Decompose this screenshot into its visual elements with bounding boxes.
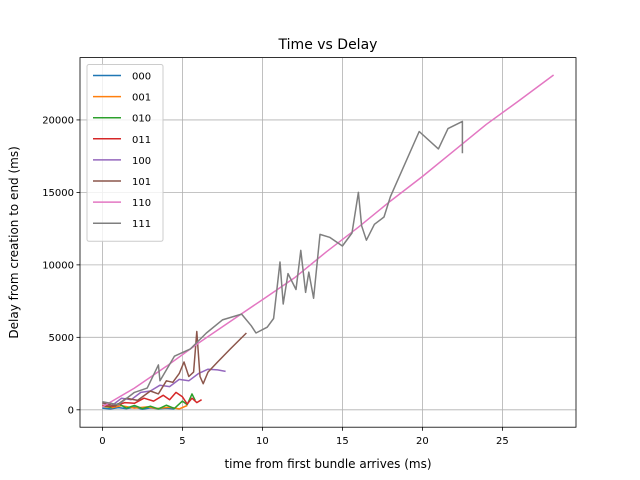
series-line-100 — [102, 368, 226, 407]
x-tick-label: 20 — [416, 436, 429, 447]
legend-label-010: 010 — [132, 114, 151, 125]
series-line-111 — [102, 120, 464, 406]
y-tick-label: 15000 — [42, 188, 74, 199]
series-line-011 — [102, 391, 202, 407]
x-tick-label: 15 — [336, 436, 349, 447]
legend-label-011: 011 — [132, 135, 151, 146]
series-line-101 — [102, 330, 247, 407]
legend-label-111: 111 — [132, 219, 151, 230]
legend-label-101: 101 — [132, 177, 151, 188]
y-tick-label: 20000 — [42, 115, 74, 126]
tick-layer: 0 5 10 15 20 25 0 5000 10000 15000 20000 — [42, 115, 509, 447]
y-tick-label: 10000 — [42, 260, 74, 271]
x-axis-label: time from first bundle arrives (ms) — [224, 457, 431, 471]
x-tick-label: 5 — [179, 436, 185, 447]
y-tick-label: 5000 — [49, 333, 74, 344]
y-tick-label: 0 — [68, 405, 74, 416]
legend-label-001: 001 — [132, 93, 151, 104]
y-axis-label: Delay from creation to end (ms) — [7, 146, 21, 338]
series-line-110 — [102, 74, 555, 408]
chart-title: Time vs Delay — [278, 37, 378, 53]
axes-frame — [79, 57, 577, 428]
legend-label-100: 100 — [132, 156, 151, 167]
legend-box — [86, 64, 164, 242]
x-tick-label: 25 — [496, 436, 509, 447]
x-tick-label: 0 — [99, 436, 105, 447]
series-layer — [102, 74, 555, 410]
legend-label-000: 000 — [132, 72, 151, 83]
x-tick-label: 10 — [256, 436, 269, 447]
legend: 000 001 010 011 100 101 110 111 — [86, 64, 164, 242]
legend-label-110: 110 — [132, 198, 151, 209]
